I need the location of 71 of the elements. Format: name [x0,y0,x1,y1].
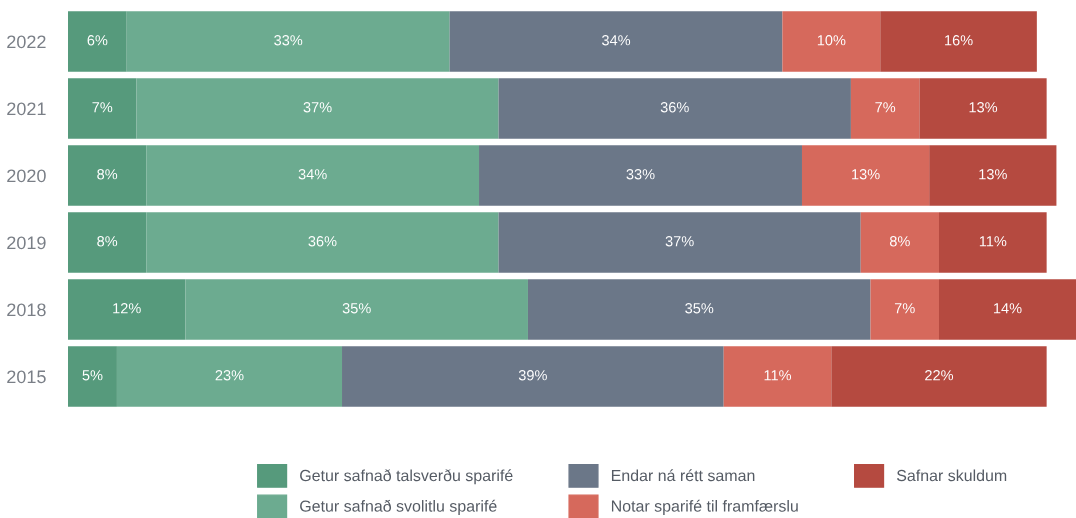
bar [801,145,930,206]
legend-label: Safnar skuldum [896,469,1007,482]
y-tick-label: 2015 [7,370,46,384]
bar [498,212,861,273]
data-label: 37% [665,236,694,247]
bar [850,78,920,139]
bar [146,212,499,273]
bar [68,346,117,407]
data-label: 7% [92,102,113,113]
data-label: 37% [303,102,332,113]
data-label: 23% [215,370,244,381]
bar [68,212,147,273]
data-label: 39% [518,370,547,381]
data-label: 33% [626,169,655,180]
data-label: 14% [994,303,1022,314]
data-label: 11% [764,370,792,381]
bar [938,212,1047,273]
data-label: 35% [685,303,714,314]
bar [498,78,851,139]
bar [723,346,832,407]
bar [479,145,802,206]
bar [938,279,1076,340]
bar [116,346,343,407]
bar [68,11,127,72]
bar [527,279,871,340]
bar [831,346,1047,407]
data-label: 35% [342,303,371,314]
data-label: 5% [82,370,103,381]
bar [880,11,1037,72]
bar [782,11,881,72]
data-label: 13% [969,102,998,113]
data-label: 36% [660,102,689,113]
data-label: 8% [97,169,118,180]
y-tick-label: 2018 [7,303,46,317]
bar [185,279,528,340]
bar [126,11,450,72]
data-label: 7% [894,303,915,314]
data-label: 34% [298,169,327,180]
data-label: 13% [979,169,1007,180]
bar [68,78,137,139]
legend-label: Notar sparifé til framfærslu [611,499,798,515]
data-label: 16% [945,35,973,46]
bar [136,78,499,139]
legend-label: Endar ná rétt saman [611,469,755,482]
bar [342,346,724,407]
data-label: 34% [602,35,631,46]
data-label: 10% [817,35,846,46]
bar [449,11,783,72]
bar [860,212,939,273]
data-label: 22% [925,370,954,381]
data-label: 13% [852,169,880,180]
bar [919,78,1047,139]
data-label: 8% [889,236,910,247]
data-label: 12% [113,303,141,314]
bar [929,145,1057,206]
data-label: 8% [97,236,118,247]
data-label: 36% [308,236,337,247]
data-label: 7% [875,102,896,113]
data-label: 33% [274,35,303,46]
y-tick-label: 2022 [7,35,46,49]
y-tick-label: 2019 [7,236,46,250]
bar [870,279,939,340]
legend-label: Getur safnað svolitlu sparifé [300,499,497,515]
bar [68,279,186,340]
y-tick-label: 2020 [7,169,46,183]
bar [146,145,480,206]
legend-label: Getur safnað talsverðu sparifé [300,469,513,485]
data-label: 6% [87,35,108,46]
bar [68,145,147,206]
data-label: 11% [979,236,1007,247]
y-tick-label: 2021 [7,102,46,116]
